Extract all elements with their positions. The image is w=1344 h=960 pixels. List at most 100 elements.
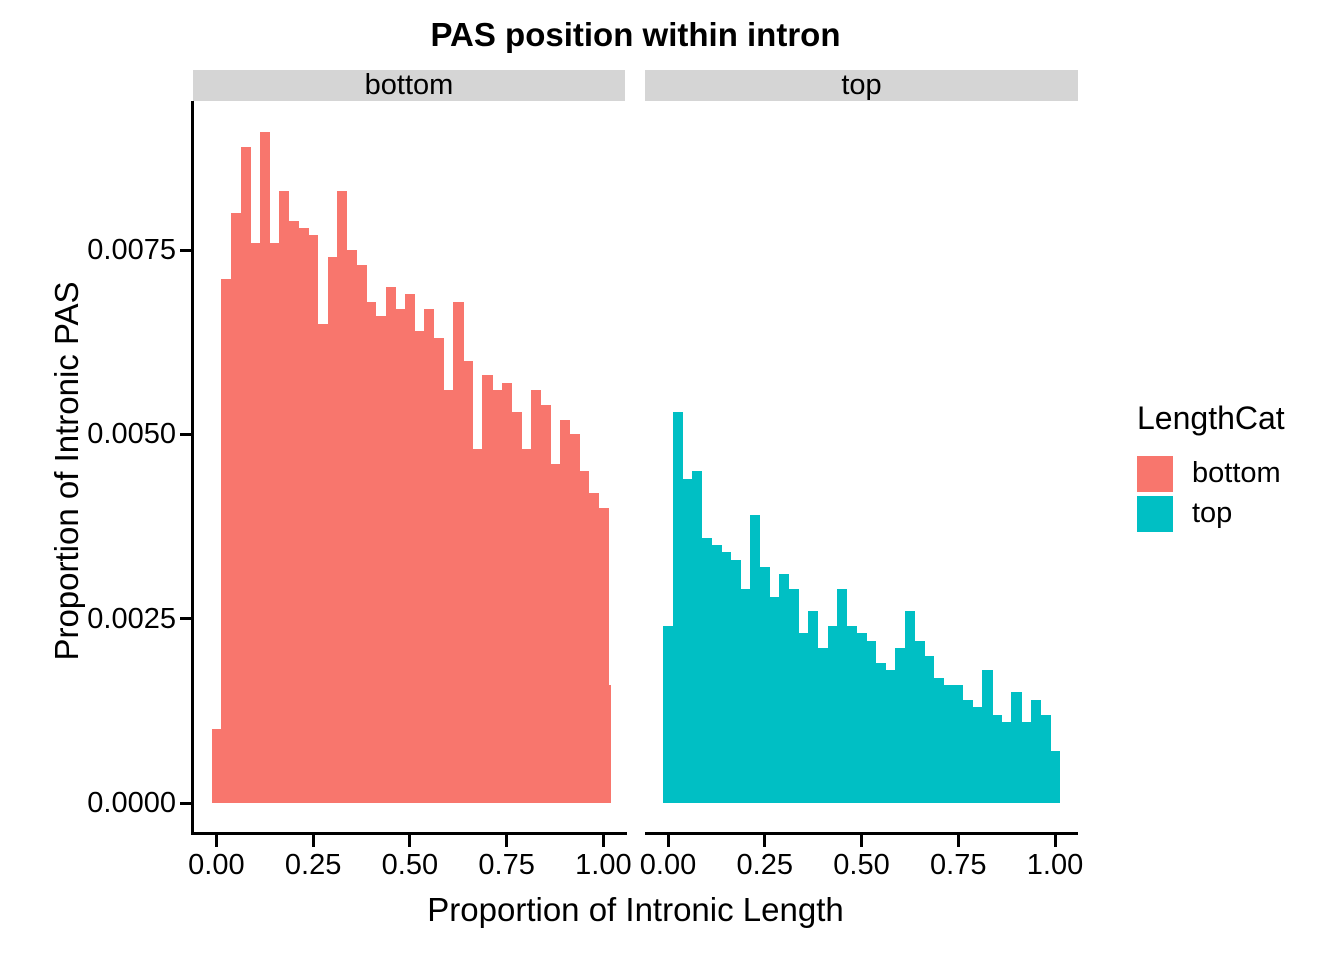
x-tick-label: 0.50 xyxy=(833,849,890,881)
histogram-bar-top xyxy=(1050,751,1061,803)
y-tick-label: 0.0025 xyxy=(87,602,176,635)
y-axis-title: Proportion of Intronic PAS xyxy=(48,281,85,661)
x-axis-title: Proportion of Intronic Length xyxy=(427,891,844,928)
y-tick-label: 0.0000 xyxy=(87,787,176,819)
histogram-bar-top xyxy=(682,478,693,803)
histogram-bar-top xyxy=(672,412,683,803)
histogram-bar-bottom xyxy=(424,308,435,803)
x-tick-label: 1.00 xyxy=(1026,849,1084,881)
histogram-bar-top xyxy=(711,544,722,803)
histogram-bar-bottom xyxy=(395,308,406,803)
histogram-bar-top xyxy=(895,648,906,803)
histogram-bar-bottom xyxy=(511,412,522,803)
y-tick-label: 0.0075 xyxy=(87,234,176,266)
histogram-bar-top xyxy=(992,714,1003,803)
legend-label-top: top xyxy=(1192,497,1233,529)
histogram-bar-top xyxy=(953,685,964,803)
panel-top xyxy=(645,101,1078,834)
histogram-bar-top xyxy=(934,677,945,803)
histogram-bar-top xyxy=(846,626,858,803)
histogram-bar-bottom xyxy=(540,404,551,803)
x-tick-mark xyxy=(601,835,605,847)
histogram-bar-top xyxy=(1040,714,1051,803)
histogram-bar-bottom xyxy=(472,449,483,803)
histogram-bar-top xyxy=(837,589,848,803)
histogram-bar-top xyxy=(943,685,954,803)
y-tick-mark xyxy=(180,617,192,621)
histogram-bar-top xyxy=(1011,692,1022,803)
histogram-bar-top xyxy=(972,707,983,803)
histogram-bar-top xyxy=(779,574,790,803)
histogram-bar-top xyxy=(982,670,993,803)
histogram-bar-bottom xyxy=(366,301,377,803)
x-tick-label: 1.00 xyxy=(575,849,632,881)
histogram-bar-top xyxy=(730,559,741,803)
histogram-bar-top xyxy=(914,640,925,803)
histogram-bar-bottom xyxy=(230,213,241,803)
histogram-bar-bottom xyxy=(521,449,532,803)
x-tick-mark xyxy=(666,835,670,847)
histogram-bar-top xyxy=(808,611,819,803)
x-tick-mark xyxy=(956,835,960,847)
histogram-bar-bottom xyxy=(308,235,319,803)
histogram-bar-top xyxy=(1001,721,1012,803)
legend-swatch-top xyxy=(1137,496,1173,532)
x-tick-mark xyxy=(311,835,315,847)
x-tick-mark xyxy=(505,835,509,847)
y-tick-mark xyxy=(180,248,192,252)
facet-strip-top: top xyxy=(645,69,1078,101)
histogram-bar-top xyxy=(769,596,780,803)
chart-title: PAS position within intron xyxy=(430,16,841,53)
histogram-bar-bottom xyxy=(327,257,338,803)
x-axis-line-bottom xyxy=(191,832,627,835)
histogram-bar-top xyxy=(721,552,732,803)
panel-bottom xyxy=(193,101,625,834)
histogram-bar-top xyxy=(963,699,974,803)
histogram-bar-top xyxy=(885,670,896,803)
histogram-bar-top xyxy=(1030,699,1041,803)
histogram-bar-top xyxy=(817,648,829,803)
histogram-bar-bottom xyxy=(279,191,290,803)
histogram-bar-top xyxy=(663,626,674,803)
histogram-bar-bottom xyxy=(414,331,425,803)
histogram-bar-top xyxy=(750,515,761,803)
histogram-bar-bottom xyxy=(347,250,358,803)
histogram-bar-top xyxy=(798,633,809,803)
histogram-bar-bottom xyxy=(492,390,503,803)
facet-strip-bottom: bottom xyxy=(193,69,625,101)
y-tick-label: 0.0050 xyxy=(87,418,176,451)
histogram-bar-top xyxy=(740,589,751,803)
x-tick-label: 0.75 xyxy=(930,849,987,881)
histogram-bar-bottom xyxy=(463,360,474,803)
x-tick-mark xyxy=(763,835,767,847)
x-tick-mark xyxy=(408,835,412,847)
x-tick-label: 0.75 xyxy=(478,849,535,881)
histogram-bar-bottom xyxy=(337,191,348,803)
x-tick-mark xyxy=(1053,835,1057,847)
histogram-bar-bottom xyxy=(221,279,232,803)
histogram-bar-bottom xyxy=(250,242,261,803)
y-axis-line xyxy=(191,101,194,835)
histogram-bar-top xyxy=(856,633,867,803)
histogram-bar-bottom xyxy=(356,264,367,803)
histogram-bar-bottom xyxy=(317,323,329,803)
histogram-bar-bottom xyxy=(443,390,454,803)
histogram-bar-bottom xyxy=(259,132,270,803)
histogram-bar-top xyxy=(876,662,887,803)
histogram-bar-bottom xyxy=(376,316,387,803)
histogram-bar-bottom xyxy=(434,338,445,803)
histogram-bar-bottom xyxy=(288,220,300,803)
histogram-bar-top xyxy=(924,655,935,803)
histogram-bar-bottom xyxy=(569,434,580,803)
legend-label-bottom: bottom xyxy=(1192,457,1281,489)
facet-strip-label: top xyxy=(841,69,882,101)
histogram-bar-bottom xyxy=(579,471,590,803)
histogram-bar-top xyxy=(827,626,838,803)
histogram-bar-bottom xyxy=(559,419,570,803)
legend-title: LengthCat xyxy=(1137,400,1285,436)
histogram-bar-top xyxy=(866,640,877,803)
histogram-bar-bottom xyxy=(453,301,464,803)
histogram-bar-top xyxy=(759,567,770,803)
y-tick-mark xyxy=(180,432,192,436)
